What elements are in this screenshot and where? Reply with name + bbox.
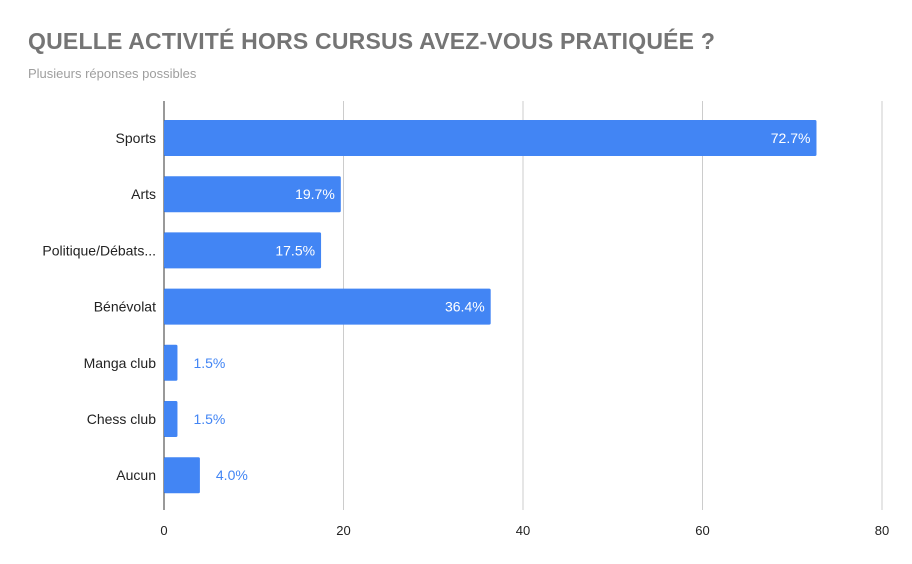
x-tick-label: 40 bbox=[516, 523, 530, 538]
x-tick-label: 80 bbox=[875, 523, 889, 538]
category-label: Manga club bbox=[84, 355, 157, 371]
data-label: 72.7% bbox=[771, 130, 811, 146]
category-label: Arts bbox=[131, 186, 156, 202]
category-label: Bénévolat bbox=[94, 299, 156, 315]
bar bbox=[164, 401, 178, 437]
category-label: Politique/Débats... bbox=[42, 242, 156, 258]
data-label: 17.5% bbox=[275, 242, 315, 258]
category-label: Chess club bbox=[87, 411, 156, 427]
data-label: 4.0% bbox=[216, 467, 248, 483]
data-label: 1.5% bbox=[193, 355, 225, 371]
bar bbox=[164, 120, 817, 156]
bar bbox=[164, 457, 200, 494]
x-tick-label: 60 bbox=[695, 523, 709, 538]
bar bbox=[164, 232, 322, 269]
category-label: Aucun bbox=[116, 467, 156, 483]
x-tick-labels: 0 20 40 60 80 bbox=[160, 523, 889, 538]
bar bbox=[164, 176, 341, 213]
chart-title: QUELLE ACTIVITÉ HORS CURSUS AVEZ-VOUS PR… bbox=[28, 28, 716, 54]
category-label: Sports bbox=[116, 130, 156, 146]
data-labels: 72.7% 19.7% 17.5% 36.4% 1.5% 1.5% 4.0% bbox=[193, 130, 810, 483]
chart-subtitle: Plusieurs réponses possibles bbox=[28, 66, 197, 81]
data-label: 36.4% bbox=[445, 299, 485, 315]
x-tick-label: 20 bbox=[336, 523, 350, 538]
bars bbox=[164, 120, 817, 494]
category-labels: Sports Arts Politique/Débats... Bénévolat Ma… bbox=[42, 130, 156, 483]
data-label: 1.5% bbox=[193, 411, 225, 427]
bar bbox=[164, 344, 178, 381]
x-tick-label: 0 bbox=[160, 523, 167, 538]
bar bbox=[164, 288, 491, 325]
data-label: 19.7% bbox=[295, 186, 335, 202]
